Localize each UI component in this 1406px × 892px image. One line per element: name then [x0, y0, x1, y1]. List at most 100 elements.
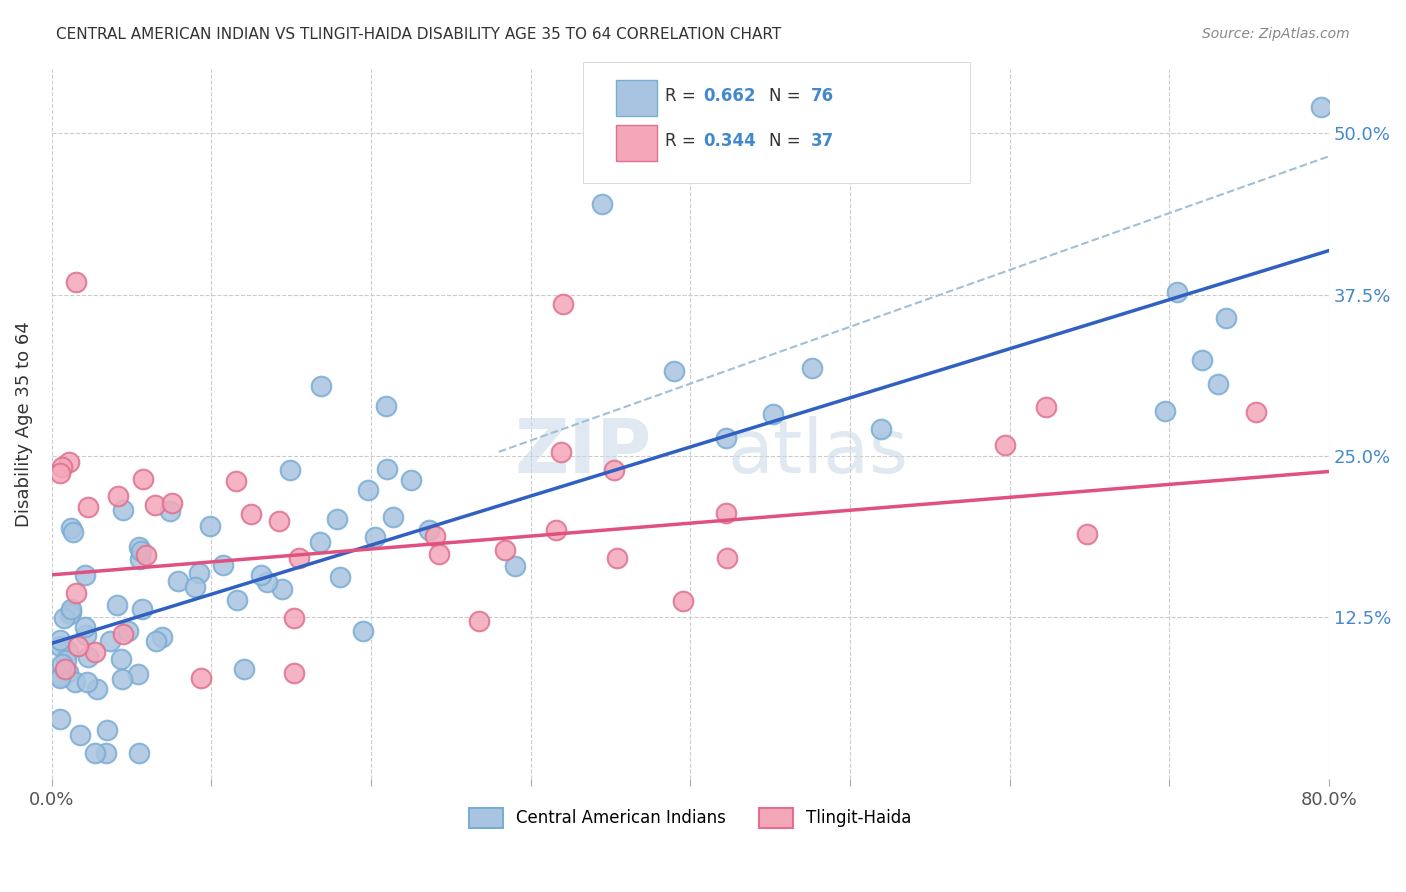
- Point: [233, 662, 256, 676]
- Point: [288, 550, 311, 565]
- Point: [325, 512, 347, 526]
- Point: [53, 611, 76, 625]
- Point: [65, 275, 87, 289]
- Point: [603, 463, 626, 477]
- Point: [762, 408, 785, 422]
- Point: [240, 507, 263, 521]
- Point: [48, 713, 70, 727]
- Point: [159, 504, 181, 518]
- Point: [55, 653, 77, 667]
- Point: [111, 503, 134, 517]
- Point: [1166, 285, 1188, 300]
- Point: [110, 652, 132, 666]
- Point: [65, 586, 87, 600]
- Point: [66, 639, 89, 653]
- Point: [128, 551, 150, 566]
- Point: [128, 540, 150, 554]
- Point: [51, 657, 73, 671]
- Point: [870, 421, 893, 435]
- Point: [399, 473, 422, 487]
- Point: [283, 611, 305, 625]
- Point: [86, 682, 108, 697]
- Point: [76, 675, 98, 690]
- Point: [309, 535, 332, 549]
- Y-axis label: Disability Age 35 to 64: Disability Age 35 to 64: [15, 321, 32, 526]
- Point: [550, 444, 572, 458]
- Point: [183, 580, 205, 594]
- Point: [468, 614, 491, 628]
- Point: [211, 558, 233, 572]
- Text: 76: 76: [811, 87, 834, 105]
- Point: [716, 551, 738, 566]
- Point: [198, 518, 221, 533]
- Point: [135, 548, 157, 562]
- Point: [128, 746, 150, 760]
- Point: [267, 514, 290, 528]
- Point: [98, 634, 121, 648]
- Point: [591, 197, 613, 211]
- Point: [1310, 100, 1333, 114]
- Point: [800, 360, 823, 375]
- Point: [56, 665, 79, 680]
- Point: [1215, 311, 1237, 326]
- Point: [131, 543, 153, 558]
- Point: [73, 619, 96, 633]
- Text: 0.344: 0.344: [703, 132, 756, 150]
- Point: [1035, 400, 1057, 414]
- Point: [494, 542, 516, 557]
- Point: [270, 582, 292, 597]
- Point: [329, 569, 352, 583]
- Point: [283, 666, 305, 681]
- Point: [672, 594, 695, 608]
- Point: [77, 500, 100, 515]
- Text: N =: N =: [769, 87, 806, 105]
- Point: [363, 530, 385, 544]
- Point: [716, 431, 738, 445]
- Point: [167, 574, 190, 588]
- Point: [69, 728, 91, 742]
- Point: [664, 364, 686, 378]
- Point: [48, 672, 70, 686]
- Point: [143, 498, 166, 512]
- Point: [49, 466, 72, 480]
- Point: [352, 624, 374, 638]
- Point: [418, 523, 440, 537]
- Point: [188, 566, 211, 580]
- Point: [111, 627, 134, 641]
- Point: [357, 483, 380, 497]
- Point: [256, 575, 278, 590]
- Text: CENTRAL AMERICAN INDIAN VS TLINGIT-HAIDA DISABILITY AGE 35 TO 64 CORRELATION CHA: CENTRAL AMERICAN INDIAN VS TLINGIT-HAIDA…: [56, 27, 782, 42]
- Point: [105, 598, 128, 612]
- Point: [48, 633, 70, 648]
- Point: [375, 400, 398, 414]
- Point: [111, 672, 134, 686]
- Point: [503, 558, 526, 573]
- Point: [76, 628, 98, 642]
- Point: [1206, 377, 1229, 392]
- Point: [132, 472, 155, 486]
- Text: N =: N =: [769, 132, 806, 150]
- Point: [76, 649, 98, 664]
- Point: [60, 521, 83, 535]
- Point: [56, 644, 79, 658]
- Point: [714, 506, 737, 520]
- Point: [117, 624, 139, 639]
- Point: [551, 297, 574, 311]
- Point: [84, 746, 107, 760]
- Point: [375, 462, 398, 476]
- Text: Source: ZipAtlas.com: Source: ZipAtlas.com: [1202, 27, 1350, 41]
- Legend: Central American Indians, Tlingit-Haida: Central American Indians, Tlingit-Haida: [463, 801, 918, 835]
- Point: [225, 593, 247, 607]
- Point: [994, 438, 1017, 452]
- Point: [382, 509, 405, 524]
- Point: [1154, 404, 1177, 418]
- Point: [225, 474, 247, 488]
- Point: [51, 460, 73, 475]
- Point: [131, 602, 153, 616]
- Point: [59, 607, 82, 622]
- Point: [427, 547, 450, 561]
- Point: [60, 601, 83, 615]
- Point: [62, 524, 84, 539]
- Text: ZIP: ZIP: [515, 416, 652, 489]
- Point: [107, 489, 129, 503]
